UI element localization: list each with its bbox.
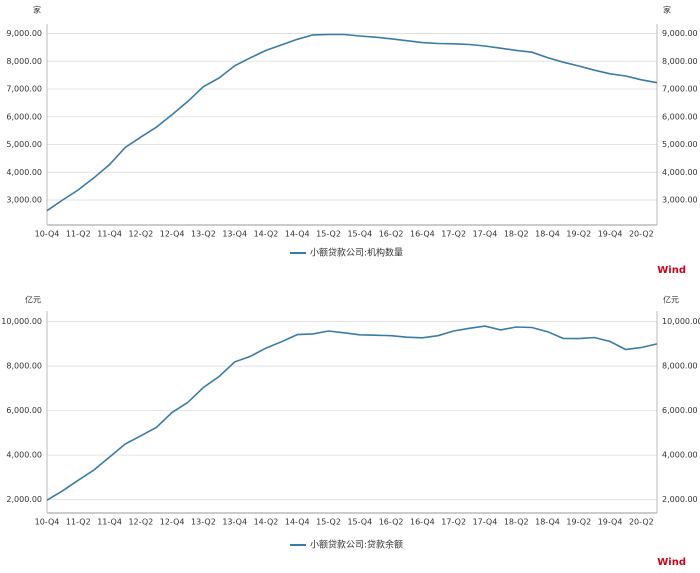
y-tick-label: 5,000.00	[6, 140, 42, 149]
x-tick-label: 20-Q2	[629, 230, 654, 239]
x-tick-label: 18-Q4	[535, 518, 560, 527]
x-tick-label: 18-Q4	[535, 230, 560, 239]
x-tick-label: 14-Q4	[285, 518, 310, 527]
x-tick-label: 11-Q2	[66, 230, 91, 239]
x-tick-label: 14-Q4	[285, 230, 310, 239]
x-tick-label: 15-Q4	[347, 230, 372, 239]
y-tick-label: 4,000.00	[6, 168, 42, 177]
x-tick-label: 15-Q2	[316, 230, 341, 239]
x-tick-label: 19-Q2	[566, 230, 591, 239]
y-tick-label-right: 4,000.00	[662, 451, 698, 460]
y-tick-label-right: 10,000.00	[662, 317, 700, 326]
legend-label: 小额贷款公司:机构数量	[310, 247, 403, 259]
x-tick-label: 17-Q4	[473, 518, 498, 527]
x-tick-label: 12-Q4	[160, 518, 185, 527]
x-tick-label: 19-Q2	[566, 518, 591, 527]
x-tick-label: 17-Q2	[441, 230, 466, 239]
y-tick-label: 4,000.00	[6, 451, 42, 460]
x-tick-label: 19-Q4	[598, 518, 623, 527]
y-tick-label: 6,000.00	[6, 112, 42, 121]
y-tick-label-right: 4,000.00	[662, 168, 698, 177]
x-tick-label: 10-Q4	[35, 230, 60, 239]
x-tick-label: 12-Q2	[128, 230, 153, 239]
x-tick-label: 11-Q4	[97, 518, 122, 527]
y-tick-label-right: 6,000.00	[662, 406, 698, 415]
y-tick-label-right: 8,000.00	[662, 362, 698, 371]
x-tick-label: 18-Q2	[504, 230, 529, 239]
y-tick-label: 8,000.00	[6, 362, 42, 371]
y-tick-label-right: 3,000.00	[662, 196, 698, 205]
x-tick-label: 13-Q4	[222, 230, 247, 239]
y-tick-label-right: 9,000.00	[662, 29, 698, 38]
series-line	[46, 33, 658, 212]
x-tick-label: 16-Q2	[379, 230, 404, 239]
y-tick-label-right: 6,000.00	[662, 112, 698, 121]
series-line	[46, 325, 658, 501]
x-tick-label: 18-Q2	[504, 518, 529, 527]
y-unit: 家	[33, 5, 41, 15]
x-tick-label: 15-Q4	[347, 518, 372, 527]
x-tick-label: 14-Q2	[254, 230, 279, 239]
x-tick-label: 13-Q4	[222, 518, 247, 527]
y-tick-label-right: 8,000.00	[662, 57, 698, 66]
x-tick-label: 17-Q2	[441, 518, 466, 527]
y-tick-label-right: 7,000.00	[662, 85, 698, 94]
x-tick-label: 20-Q2	[629, 518, 654, 527]
source-logo: Wind	[657, 265, 686, 276]
y-tick-label: 6,000.00	[6, 406, 42, 415]
x-tick-label: 12-Q4	[160, 230, 185, 239]
y-tick-label: 2,000.00	[6, 495, 42, 504]
y-tick-label: 7,000.00	[6, 85, 42, 94]
x-tick-label: 16-Q4	[410, 230, 435, 239]
x-tick-label: 11-Q2	[66, 518, 91, 527]
x-tick-label: 16-Q2	[379, 518, 404, 527]
x-tick-label: 16-Q4	[410, 518, 435, 527]
legend-label: 小额贷款公司:贷款余额	[310, 539, 403, 551]
y-tick-label-right: 5,000.00	[662, 140, 698, 149]
y-tick-label: 3,000.00	[6, 196, 42, 205]
x-tick-label: 19-Q4	[598, 230, 623, 239]
y-tick-label: 8,000.00	[6, 57, 42, 66]
y-tick-label: 9,000.00	[6, 29, 42, 38]
x-tick-label: 10-Q4	[35, 518, 60, 527]
x-tick-label: 17-Q4	[473, 230, 498, 239]
source-logo: Wind	[657, 557, 686, 568]
x-tick-label: 15-Q2	[316, 518, 341, 527]
x-tick-label: 13-Q2	[191, 230, 216, 239]
y-tick-label: 10,000.00	[1, 317, 42, 326]
x-tick-label: 13-Q2	[191, 518, 216, 527]
x-tick-label: 12-Q2	[128, 518, 153, 527]
x-tick-label: 11-Q4	[97, 230, 122, 239]
y-unit-right: 家	[663, 5, 671, 15]
y-tick-label-right: 2,000.00	[662, 495, 698, 504]
x-tick-label: 14-Q2	[254, 518, 279, 527]
y-unit: 亿元	[25, 295, 41, 305]
y-unit-right: 亿元	[663, 295, 679, 305]
